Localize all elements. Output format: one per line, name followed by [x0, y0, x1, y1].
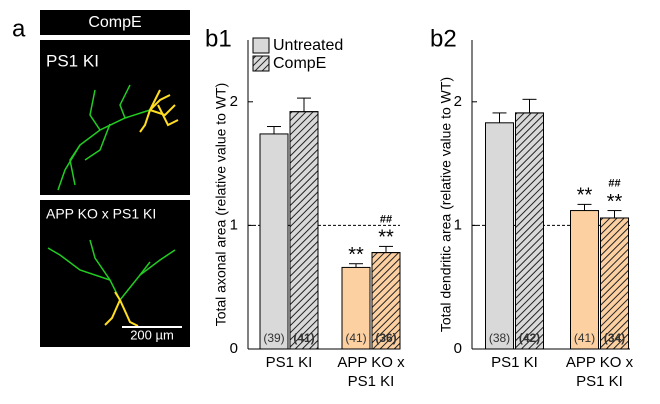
neuron-dendrite [104, 89, 179, 327]
n-label: (34) [604, 331, 625, 345]
y-axis-label: Total axonal area (relative value to WT) [213, 83, 229, 327]
neuron-axon [47, 84, 176, 301]
legend-label: Untreated [273, 37, 343, 54]
n-label: (41) [574, 331, 595, 345]
scale-bar-label: 200 µm [130, 327, 174, 342]
y-tick-label: 0 [230, 340, 238, 357]
header: CompE [88, 14, 141, 31]
y-tick-label: 0 [454, 340, 462, 357]
legend-swatch [252, 37, 270, 54]
bar-hatch [515, 112, 544, 350]
n-label: (38) [489, 331, 510, 345]
panel-label: b2 [430, 25, 457, 52]
significance: ** [378, 227, 394, 249]
header-bar [40, 10, 190, 35]
x-tick-label: APP KO x PS1 KI [565, 354, 634, 390]
significance: ** [577, 185, 593, 207]
significance: ** [607, 191, 623, 213]
n-label: (36) [375, 331, 396, 345]
image-label: PS1 KI [46, 51, 99, 70]
panel-label: a [12, 15, 26, 42]
bar-hatch [289, 111, 319, 350]
y-tick-label: 2 [454, 93, 462, 110]
significance-vs-untreated: ## [380, 213, 392, 225]
bar [259, 133, 289, 350]
n-label: (39) [263, 331, 284, 345]
y-tick-label: 1 [454, 216, 462, 233]
y-tick-label: 1 [230, 216, 238, 233]
n-label: (42) [519, 331, 540, 345]
y-tick-label: 2 [230, 93, 238, 110]
panel-label: b1 [205, 25, 232, 52]
significance-vs-untreated: ## [608, 177, 620, 189]
legend-label: CompE [273, 55, 326, 72]
legend-swatch-hatch [252, 55, 270, 72]
significance: ** [348, 244, 364, 266]
n-label: (41) [345, 331, 366, 345]
x-tick-label: APP KO x PS1 KI [337, 354, 405, 390]
n-label: (41) [293, 331, 314, 345]
y-axis-label: Total dendritic area (relative value to … [438, 77, 454, 332]
bar [341, 266, 371, 350]
image-label: APP KO x PS1 KI [46, 206, 156, 222]
x-tick-label: PS1 KI [265, 354, 313, 371]
image [40, 200, 190, 347]
bar-hatch [371, 252, 401, 350]
bar-hatch [600, 217, 629, 350]
x-tick-label: PS1 KI [491, 354, 538, 371]
bar [485, 122, 514, 350]
bar [570, 210, 599, 350]
